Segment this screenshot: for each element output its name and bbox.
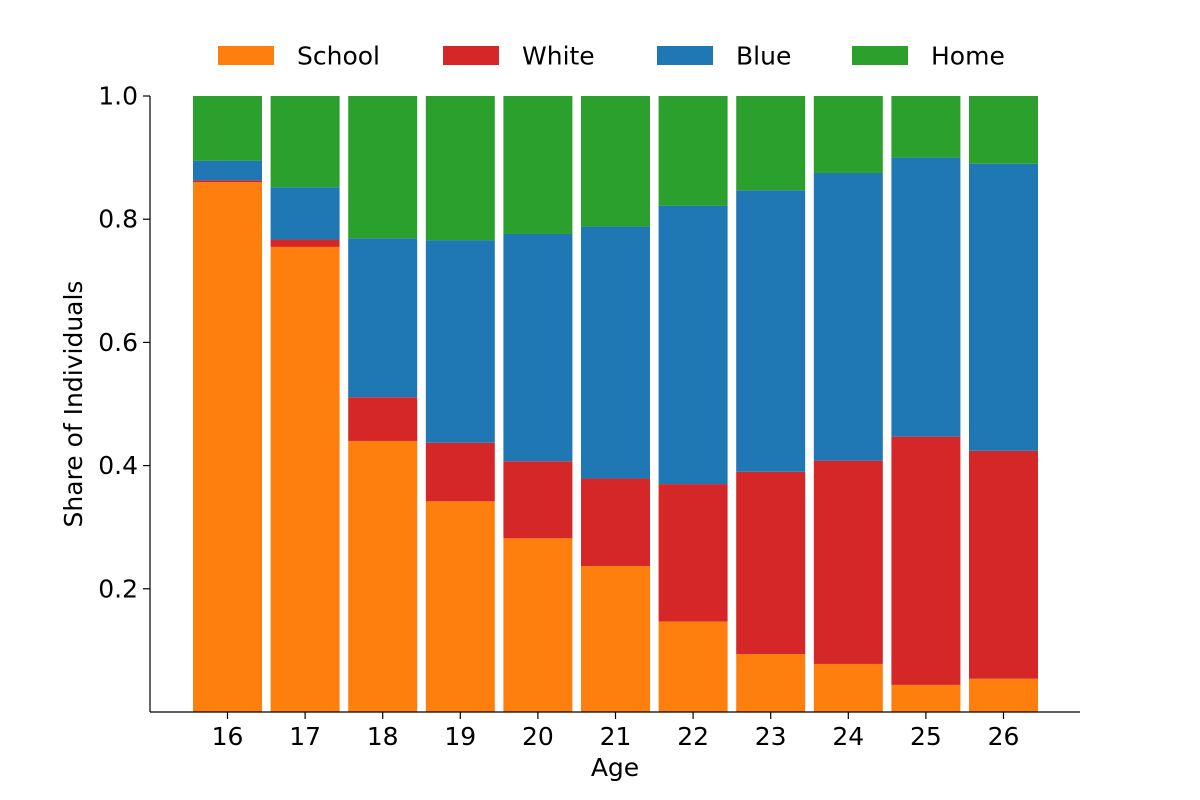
bar-home-17	[270, 96, 340, 188]
bar-white-17	[270, 239, 340, 247]
bar-white-22	[658, 484, 728, 622]
bar-white-23	[736, 471, 806, 655]
bar-school-25	[891, 684, 961, 712]
x-tick-label: 20	[522, 722, 554, 751]
x-ticks: 16 17 18 19 20 21 22 23 24 25 26	[212, 712, 1020, 751]
bar-blue-21	[581, 226, 650, 479]
y-tick-label: 0.4	[98, 451, 138, 480]
bar-white-18	[348, 397, 418, 441]
bar-home-23	[736, 96, 806, 191]
legend-label-white: White	[522, 42, 595, 71]
bar-home-19	[425, 96, 495, 241]
bar-home-25	[891, 96, 961, 158]
x-tick-label: 16	[212, 722, 244, 751]
y-tick-label: 0.2	[98, 574, 138, 603]
bar-blue-25	[891, 157, 961, 437]
bar-school-20	[503, 538, 573, 712]
bar-school-24	[813, 663, 883, 712]
bar-blue-16	[193, 160, 262, 181]
y-ticks: 0.2 0.4 0.6 0.8 1.0	[98, 82, 150, 603]
bar-white-19	[425, 442, 495, 502]
x-tick-label: 25	[910, 722, 942, 751]
x-axis-title: Age	[591, 753, 639, 782]
bar-home-21	[581, 96, 650, 227]
y-tick-label: 0.8	[98, 205, 138, 234]
bar-white-25	[891, 436, 961, 685]
legend-swatch-white	[443, 46, 499, 65]
x-tick-label: 22	[677, 722, 709, 751]
bar-home-20	[503, 96, 573, 234]
bar-school-19	[425, 501, 495, 712]
bar-white-20	[503, 461, 573, 539]
x-tick-label: 26	[988, 722, 1020, 751]
bar-blue-26	[969, 163, 1038, 451]
bar-school-17	[270, 246, 340, 713]
bar-home-24	[813, 96, 883, 173]
x-tick-label: 23	[755, 722, 787, 751]
bar-blue-24	[813, 173, 883, 461]
bar-school-26	[969, 678, 1038, 712]
y-tick-label: 1.0	[98, 82, 138, 111]
x-tick-label: 24	[832, 722, 864, 751]
bar-school-18	[348, 440, 418, 712]
bar-white-16	[193, 180, 262, 183]
legend-label-home: Home	[931, 42, 1005, 71]
bar-home-16	[193, 96, 262, 161]
x-tick-label: 18	[367, 722, 399, 751]
bar-blue-23	[736, 190, 806, 472]
legend-swatch-home	[852, 46, 908, 65]
legend-swatch-blue	[657, 46, 713, 65]
x-tick-label: 21	[600, 722, 632, 751]
x-tick-label: 17	[289, 722, 321, 751]
legend-label-school: School	[297, 42, 380, 71]
y-tick-label: 0.6	[98, 328, 138, 357]
bars	[193, 96, 1038, 713]
y-axis-title: Share of Individuals	[59, 281, 88, 528]
bar-school-23	[736, 654, 806, 712]
legend-label-blue: Blue	[736, 42, 791, 71]
bar-home-18	[348, 96, 418, 239]
legend-swatch-school	[218, 46, 274, 65]
bar-blue-19	[425, 240, 495, 443]
bar-blue-20	[503, 233, 573, 462]
bar-school-16	[193, 182, 262, 713]
bar-white-21	[581, 478, 650, 567]
bar-white-24	[813, 460, 883, 664]
bar-blue-22	[658, 205, 728, 485]
bar-white-26	[969, 450, 1038, 679]
legend: School White Blue Home	[218, 42, 1005, 71]
bar-school-22	[658, 621, 728, 712]
bar-home-22	[658, 96, 728, 206]
bar-blue-17	[270, 187, 340, 240]
x-tick-label: 19	[444, 722, 476, 751]
bar-school-21	[581, 566, 650, 712]
bar-home-26	[969, 96, 1038, 164]
bar-blue-18	[348, 238, 418, 398]
